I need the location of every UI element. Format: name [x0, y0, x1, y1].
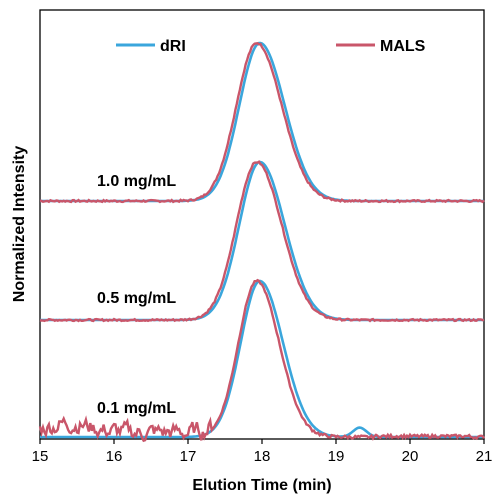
traces	[38, 41, 485, 443]
y-axis-title: Normalized Intensity	[11, 146, 28, 303]
x-tick-label-19: 19	[328, 448, 345, 465]
mals-trace-1	[39, 42, 485, 204]
concentration-label-1: 1.0 mg/mL	[97, 173, 176, 190]
x-axis-tick-labels: 15 16 17 18 19 20 21	[32, 448, 493, 465]
concentration-annotations: 1.0 mg/mL 0.5 mg/mL 0.1 mg/mL	[97, 173, 176, 417]
legend-dri-label: dRI	[160, 38, 186, 55]
x-axis-title: Elution Time (min)	[192, 477, 331, 494]
legend-mals-label: MALS	[380, 38, 426, 55]
mals-trace-2	[39, 160, 485, 323]
x-tick-label-16: 16	[106, 448, 123, 465]
mals-trace-3	[38, 278, 485, 443]
plot-frame	[39, 9, 485, 440]
concentration-label-3: 0.1 mg/mL	[97, 400, 176, 417]
dri-trace-3	[40, 279, 484, 439]
concentration-label-2: 0.5 mg/mL	[97, 290, 176, 307]
legend: dRI MALS	[116, 38, 426, 55]
x-tick-label-17: 17	[180, 448, 197, 465]
x-tick-label-21: 21	[476, 448, 493, 465]
x-tick-label-18: 18	[254, 448, 271, 465]
x-tick-label-20: 20	[402, 448, 419, 465]
x-axis-ticks	[39, 439, 485, 444]
x-tick-label-15: 15	[32, 448, 49, 465]
